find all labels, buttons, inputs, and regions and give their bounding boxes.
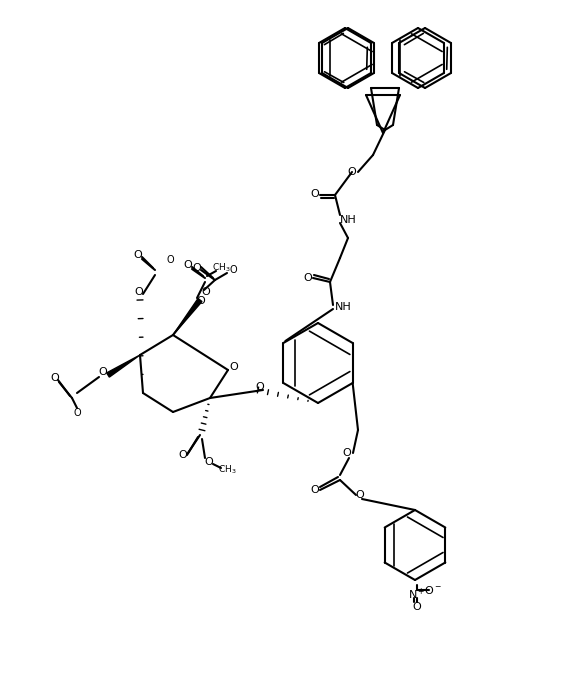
Text: O: O: [310, 189, 320, 199]
Text: O: O: [343, 448, 351, 458]
Text: NH: NH: [340, 215, 357, 225]
Text: O: O: [183, 260, 192, 270]
Text: O: O: [304, 273, 312, 283]
Text: O: O: [179, 450, 188, 460]
Text: O: O: [166, 255, 174, 265]
Text: O: O: [134, 250, 143, 260]
Text: O: O: [99, 367, 107, 377]
Polygon shape: [107, 355, 140, 377]
Text: O$^-$: O$^-$: [424, 584, 442, 596]
Text: N$^+$: N$^+$: [408, 586, 426, 602]
Text: O: O: [413, 602, 421, 612]
Text: O: O: [230, 362, 238, 372]
Text: O: O: [51, 373, 59, 383]
Text: NH: NH: [335, 302, 351, 312]
Text: O: O: [229, 265, 237, 275]
Text: O: O: [197, 296, 205, 306]
Text: CH$_3$: CH$_3$: [212, 262, 230, 274]
Text: O: O: [73, 408, 81, 418]
Text: O: O: [201, 287, 211, 297]
Text: O: O: [310, 485, 320, 495]
Text: O: O: [134, 287, 143, 297]
Polygon shape: [173, 298, 202, 335]
Text: O: O: [193, 263, 201, 273]
Text: O: O: [355, 490, 364, 500]
Text: O: O: [205, 457, 213, 467]
Text: O: O: [256, 382, 264, 392]
Text: O: O: [347, 167, 357, 177]
Text: CH$_3$: CH$_3$: [218, 464, 237, 476]
